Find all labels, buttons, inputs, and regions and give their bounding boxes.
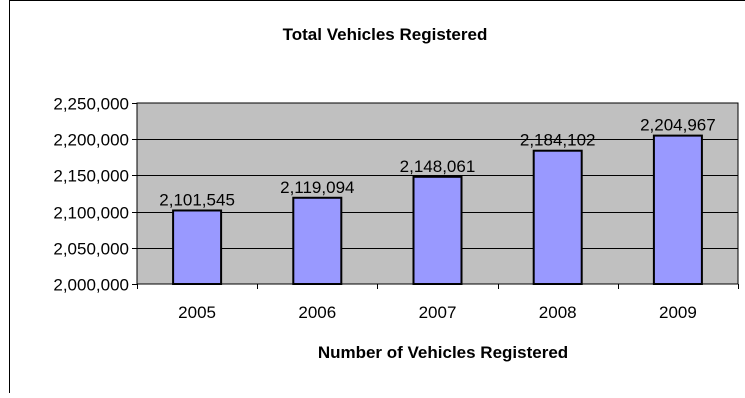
data-label-2008: 2,184,102: [520, 131, 596, 150]
x-axis-title: Number of Vehicles Registered: [318, 343, 568, 362]
y-tick-label: 2,000,000: [53, 276, 129, 295]
data-labels-group: 2,101,545 2,119,094 2,148,061 2,184,102 2,20…: [159, 116, 715, 210]
chart-title: Total Vehicles Registered: [283, 25, 488, 44]
y-axis: 2,000,000 2,050,000 2,100,000 2,150,000 2,20…: [53, 95, 137, 295]
y-tick-label: 2,100,000: [53, 204, 129, 223]
data-label-2009: 2,204,967: [640, 116, 716, 135]
y-tick-label: 2,150,000: [53, 167, 129, 186]
x-tick-label: 2006: [298, 303, 336, 322]
y-tick-label: 2,050,000: [53, 240, 129, 259]
y-tick-label: 2,200,000: [53, 131, 129, 150]
bar-2006: [292, 196, 343, 285]
data-label-2006: 2,119,094: [280, 178, 354, 197]
x-tick-label: 2007: [419, 303, 457, 322]
x-tick-label: 2008: [539, 303, 577, 322]
bars-group: [172, 134, 703, 285]
data-label-2005: 2,101,545: [159, 190, 235, 209]
bar-2008: [532, 149, 583, 285]
x-axis: 2005 2006 2007 2008 2009: [137, 284, 739, 322]
x-tick-label: 2005: [178, 303, 216, 322]
bar-2007: [412, 175, 463, 285]
bar-2005: [172, 209, 223, 285]
x-tick-label: 2009: [659, 303, 697, 322]
y-tick-label: 2,250,000: [53, 95, 129, 114]
bar-2009: [652, 134, 703, 285]
data-label-2007: 2,148,061: [400, 157, 476, 176]
